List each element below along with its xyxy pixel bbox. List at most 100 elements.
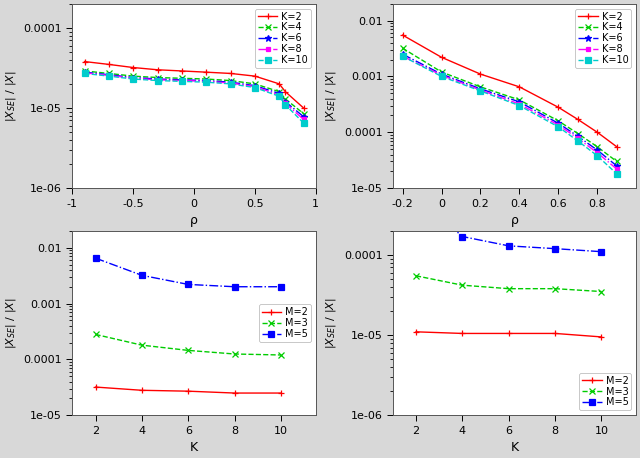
M=5 [184, 282, 192, 287]
M=2 [598, 334, 605, 340]
K=8 [516, 101, 524, 107]
M=3 [231, 351, 239, 357]
Legend: K=2, K=4, K=6, K=8, K=10: K=2, K=4, K=6, K=8, K=10 [575, 9, 632, 68]
K=6 [81, 70, 88, 75]
X-axis label: K: K [190, 441, 198, 454]
K=4 [251, 81, 259, 87]
K=4 [129, 73, 137, 79]
K=6 [202, 78, 210, 83]
K=10 [105, 73, 113, 79]
X-axis label: ρ: ρ [190, 214, 198, 227]
Line: M=5: M=5 [93, 256, 284, 289]
K=8 [282, 100, 289, 106]
X-axis label: ρ: ρ [511, 214, 518, 227]
K=10 [574, 138, 582, 144]
K=10 [227, 81, 234, 87]
K=8 [438, 72, 445, 78]
K=10 [399, 54, 406, 59]
M=3 [598, 289, 605, 294]
M=5 [92, 256, 99, 261]
K=4 [105, 71, 113, 76]
K=2 [81, 59, 88, 64]
K=8 [399, 54, 406, 59]
M=2 [505, 331, 513, 336]
Line: K=8: K=8 [401, 54, 619, 171]
K=10 [129, 76, 137, 82]
K=4 [300, 111, 307, 116]
M=3 [184, 348, 192, 353]
Line: K=4: K=4 [400, 45, 620, 164]
K=8 [554, 122, 562, 128]
K=4 [275, 89, 283, 94]
Line: M=2: M=2 [413, 328, 605, 340]
K=6 [516, 99, 524, 104]
K=8 [178, 78, 186, 83]
K=4 [438, 69, 445, 75]
M=2 [458, 331, 466, 336]
K=8 [202, 79, 210, 84]
M=5 [598, 249, 605, 255]
Legend: M=2, M=3, M=5: M=2, M=3, M=5 [259, 304, 311, 342]
K=2 [154, 67, 161, 72]
K=6 [282, 99, 289, 104]
M=5 [412, 193, 420, 198]
K=10 [516, 103, 524, 109]
M=5 [505, 243, 513, 249]
M=2 [92, 384, 99, 390]
K=2 [178, 68, 186, 74]
K=4 [178, 76, 186, 81]
M=5 [138, 273, 146, 278]
K=10 [81, 71, 88, 76]
Legend: M=2, M=3, M=5: M=2, M=3, M=5 [579, 373, 632, 410]
Line: K=10: K=10 [82, 71, 307, 126]
Line: K=10: K=10 [400, 54, 620, 177]
M=5 [231, 284, 239, 289]
K=2 [300, 105, 307, 111]
K=6 [300, 114, 307, 120]
K=10 [202, 79, 210, 85]
K=10 [178, 79, 186, 84]
Line: M=3: M=3 [93, 332, 284, 358]
K=2 [516, 84, 524, 90]
Y-axis label: $|X_{SE}|$ / $|X|$: $|X_{SE}|$ / $|X|$ [4, 297, 18, 349]
K=8 [105, 73, 113, 78]
K=4 [593, 144, 601, 150]
Y-axis label: $|X_{SE}|$ / $|X|$: $|X_{SE}|$ / $|X|$ [324, 70, 339, 122]
Line: K=8: K=8 [83, 71, 306, 121]
K=10 [554, 124, 562, 130]
K=10 [282, 102, 289, 108]
K=4 [282, 96, 289, 102]
K=4 [81, 68, 88, 74]
K=6 [438, 71, 445, 77]
K=2 [554, 104, 562, 110]
K=2 [227, 71, 234, 76]
K=2 [574, 117, 582, 122]
K=6 [613, 163, 621, 169]
Line: K=4: K=4 [82, 68, 307, 116]
X-axis label: K: K [511, 441, 518, 454]
K=4 [202, 76, 210, 82]
M=2 [277, 390, 285, 396]
M=2 [184, 388, 192, 394]
Line: K=2: K=2 [399, 32, 620, 150]
Line: M=3: M=3 [413, 273, 604, 294]
Legend: K=2, K=4, K=6, K=8, K=10: K=2, K=4, K=6, K=8, K=10 [255, 9, 311, 68]
Line: M=2: M=2 [92, 384, 284, 397]
K=6 [129, 75, 137, 80]
K=8 [300, 117, 307, 122]
K=10 [300, 120, 307, 126]
K=4 [516, 97, 524, 103]
Line: K=2: K=2 [81, 58, 307, 111]
K=4 [554, 118, 562, 124]
K=6 [154, 76, 161, 82]
K=2 [202, 70, 210, 75]
K=8 [154, 77, 161, 82]
Y-axis label: $|X_{SE}|$ / $|X|$: $|X_{SE}|$ / $|X|$ [324, 297, 339, 349]
K=10 [593, 153, 601, 158]
K=4 [154, 75, 161, 80]
M=5 [551, 246, 559, 251]
K=6 [477, 86, 484, 92]
K=10 [251, 85, 259, 90]
K=2 [251, 73, 259, 79]
M=3 [412, 273, 420, 278]
